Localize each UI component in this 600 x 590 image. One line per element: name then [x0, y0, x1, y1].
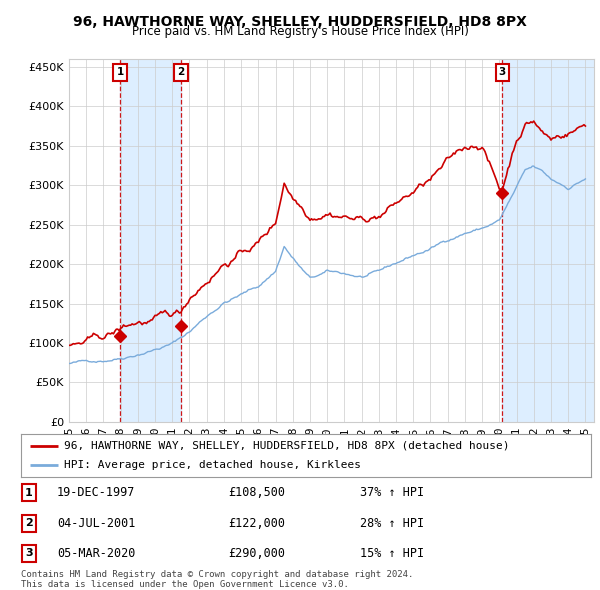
Text: 19-DEC-1997: 19-DEC-1997 [57, 486, 136, 499]
Text: 15% ↑ HPI: 15% ↑ HPI [360, 547, 424, 560]
Text: 96, HAWTHORNE WAY, SHELLEY, HUDDERSFIELD, HD8 8PX (detached house): 96, HAWTHORNE WAY, SHELLEY, HUDDERSFIELD… [64, 441, 509, 451]
Text: 3: 3 [25, 549, 32, 558]
Text: 1: 1 [116, 67, 124, 77]
Text: 3: 3 [499, 67, 506, 77]
Text: 2: 2 [177, 67, 185, 77]
Text: £108,500: £108,500 [228, 486, 285, 499]
Text: 96, HAWTHORNE WAY, SHELLEY, HUDDERSFIELD, HD8 8PX: 96, HAWTHORNE WAY, SHELLEY, HUDDERSFIELD… [73, 15, 527, 29]
Text: 37% ↑ HPI: 37% ↑ HPI [360, 486, 424, 499]
Text: HPI: Average price, detached house, Kirklees: HPI: Average price, detached house, Kirk… [64, 460, 361, 470]
Bar [120, 59, 181, 422]
Text: £122,000: £122,000 [228, 517, 285, 530]
Text: £290,000: £290,000 [228, 547, 285, 560]
Text: 2: 2 [25, 519, 32, 528]
Text: 1: 1 [25, 488, 32, 497]
Text: Price paid vs. HM Land Registry's House Price Index (HPI): Price paid vs. HM Land Registry's House … [131, 25, 469, 38]
Text: Contains HM Land Registry data © Crown copyright and database right 2024.
This d: Contains HM Land Registry data © Crown c… [21, 570, 413, 589]
Text: 05-MAR-2020: 05-MAR-2020 [57, 547, 136, 560]
Bar [502, 59, 594, 422]
Text: 04-JUL-2001: 04-JUL-2001 [57, 517, 136, 530]
Text: 28% ↑ HPI: 28% ↑ HPI [360, 517, 424, 530]
